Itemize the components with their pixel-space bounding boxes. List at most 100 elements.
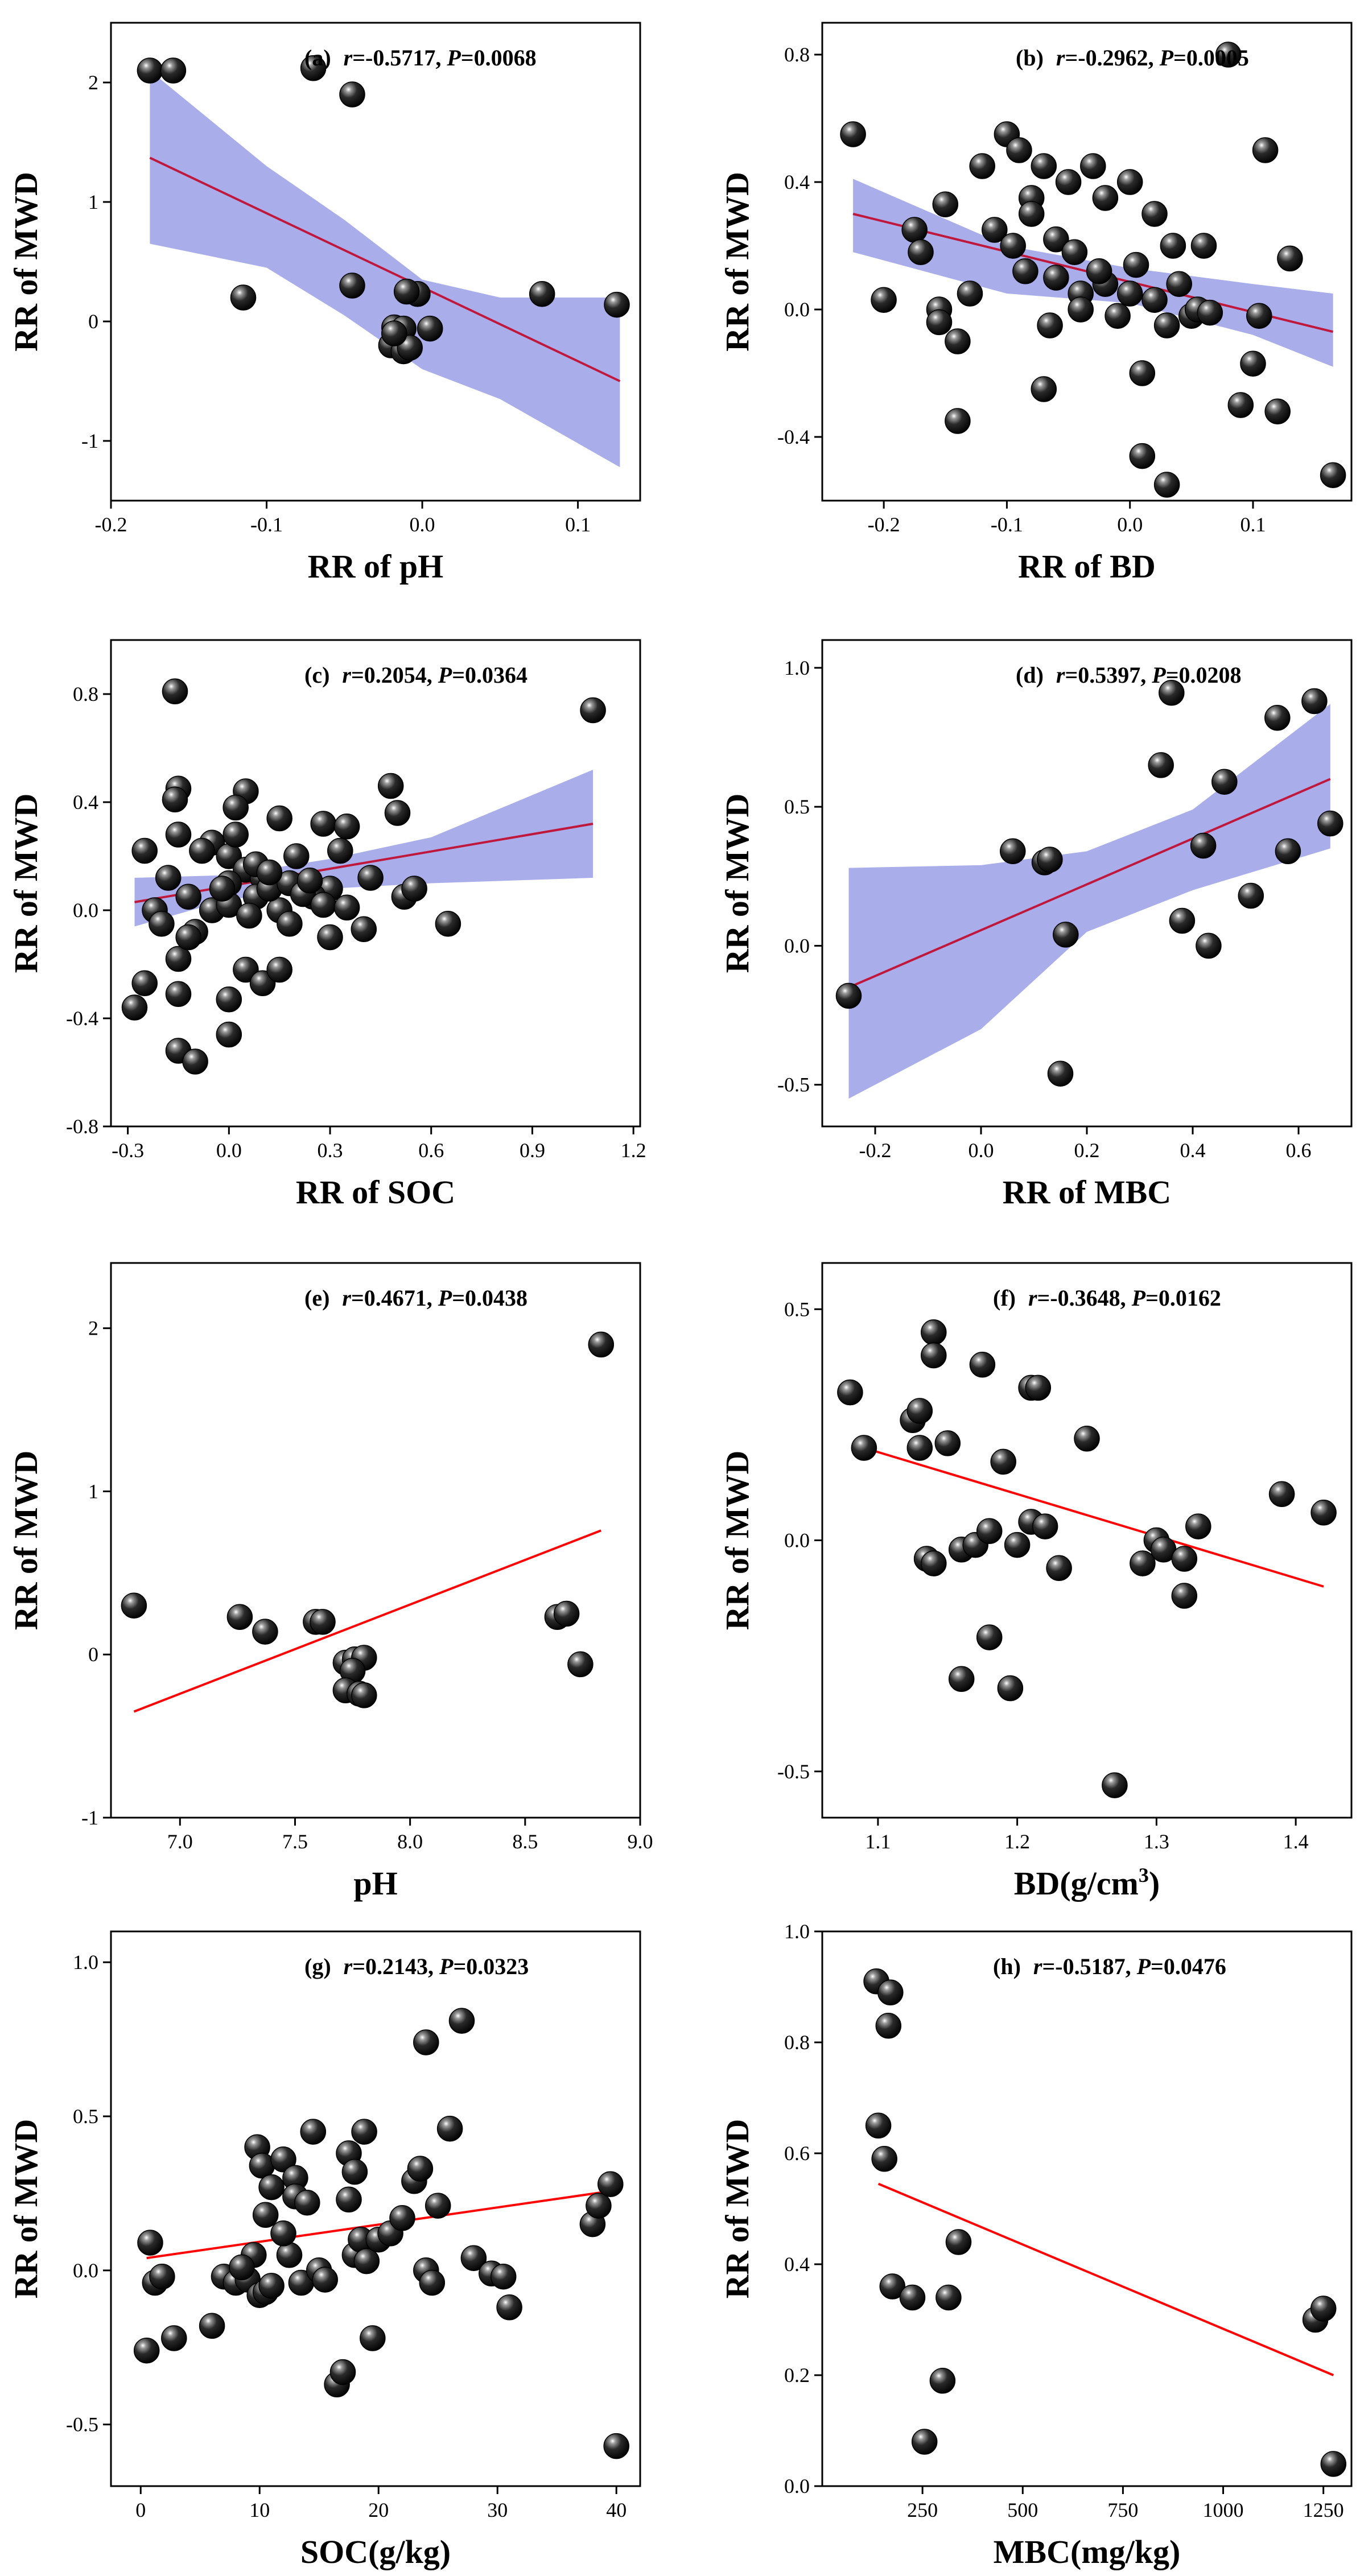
chart-c-annotation-r: 0.2054 (364, 662, 427, 688)
chart-c-x-tick-label: 0.6 (418, 1139, 444, 1162)
chart-h-y-tick-label: 0.0 (784, 2475, 810, 2497)
chart-f-annotation-label: (f) (993, 1285, 1016, 1311)
chart-e-y-tick-label: 0 (88, 1643, 98, 1666)
chart-f-point (1025, 1374, 1052, 1401)
chart-c-point (222, 821, 249, 848)
chart-b-x-tick-label: -0.1 (991, 513, 1023, 536)
chart-g-plot-area (133, 2008, 629, 2459)
chart-c-x-axis-label: RR of SOC (296, 1174, 455, 1211)
chart-f-point (969, 1352, 996, 1378)
chart-f-point (1074, 1426, 1100, 1452)
chart-c-frame (110, 639, 641, 1128)
chart-a-x-axis-label: RR of pH (308, 548, 443, 585)
chart-b-point (945, 408, 971, 434)
chart-d-point (1148, 752, 1174, 778)
chart-g-x-tick-label: 40 (606, 2499, 627, 2521)
chart-f-y-tick-label: 0.5 (784, 1298, 810, 1320)
chart-c-point (310, 811, 336, 837)
chart-b-annotation-label: (b) (1016, 45, 1044, 71)
chart-f-point (1171, 1583, 1198, 1609)
chart-c-point (165, 821, 192, 848)
chart-f-point (906, 1398, 933, 1424)
chart-g-point (133, 2337, 160, 2364)
chart-d-annotation-eq2: = (1166, 662, 1179, 688)
chart-b-annotation-eq1: = (1065, 45, 1078, 71)
chart-h-point (945, 2229, 972, 2255)
chart-c-point (209, 876, 236, 902)
chart-g-point (258, 2174, 285, 2201)
chart-b-point (957, 280, 983, 307)
chart-c-x-tick-label: 0.9 (520, 1139, 545, 1162)
chart-c-point (121, 994, 148, 1021)
chart-h-x-tick-label: 1000 (1203, 2499, 1244, 2521)
chart-c-annotation-comma: , (427, 662, 438, 688)
chart-g-annotation-comma: , (428, 1954, 439, 1979)
chart-g-y-tick-label: 1.0 (73, 1951, 98, 1974)
chart-g-point (294, 2189, 320, 2216)
chart-c-x-tick-label: 0.0 (216, 1139, 242, 1162)
chart-e-annotation-p: 0.0438 (465, 1285, 527, 1311)
chart-c-y-tick-label: -0.4 (66, 1007, 98, 1030)
chart-d-point (1301, 688, 1328, 715)
chart-d-x-axis-label: RR of MBC (1003, 1174, 1171, 1211)
chart-b-point (1012, 258, 1038, 284)
chart-b-annotation-r-sym: r (1056, 45, 1065, 71)
chart-c-annotation: (c) r=0.2054, P=0.0364 (304, 662, 527, 688)
chart-b-point (1190, 233, 1217, 259)
chart-a-frame (110, 22, 641, 502)
chart-b-point (1129, 443, 1156, 469)
chart-b-point (1153, 472, 1180, 498)
chart-g-y-tick-label: 0.0 (73, 2259, 98, 2282)
chart-c-point (162, 786, 188, 813)
chart-f-point (921, 1550, 947, 1576)
chart-b-y-tick-label: 0.0 (784, 298, 810, 321)
chart-d-fit-line (848, 778, 1331, 989)
chart-f-point (997, 1675, 1024, 1702)
chart-d-annotation-label: (d) (1016, 662, 1044, 688)
chart-d-annotation-r: 0.5397 (1078, 662, 1140, 688)
chart-d-confidence-band (848, 704, 1330, 1099)
chart-h-x-tick-label: 1250 (1303, 2499, 1344, 2521)
chart-h-x-axis-label-text: MBC(mg/kg) (994, 2533, 1181, 2570)
chart-g-point (419, 2269, 446, 2296)
chart-d-point (835, 982, 862, 1009)
chart-c-point (165, 946, 192, 972)
chart-f-annotation-r-sym: r (1028, 1285, 1037, 1311)
chart-b-point (1105, 303, 1131, 329)
chart-g-point (436, 2115, 463, 2142)
chart-a-annotation-r: -0.5717 (365, 45, 435, 71)
chart-c-panel: -0.3 0.0 0.3 0.6 0.9 1.2 -0.8 -0.4 0.0 0.4 0.8 RR o… (7, 639, 646, 1211)
chart-b-point (1246, 303, 1272, 329)
chart-c-x-tick-label: 1.2 (621, 1139, 646, 1162)
chart-b-annotation-comma: , (1148, 45, 1160, 71)
chart-c-point (222, 794, 249, 821)
chart-a-x-axis-label-text: RR of pH (308, 548, 443, 585)
chart-b-point (969, 153, 995, 179)
chart-f-point (921, 1319, 947, 1345)
chart-c-annotation-p: 0.0364 (465, 662, 527, 688)
chart-d-y-tick-label: -0.5 (777, 1074, 810, 1096)
chart-f-x-tick-label: 1.4 (1283, 1830, 1309, 1853)
chart-e-x-axis-label: pH (353, 1865, 397, 1902)
chart-b-point (1153, 312, 1180, 338)
chart-b-plot-area (840, 42, 1346, 498)
chart-e-x-tick-label: 7.0 (167, 1830, 193, 1853)
chart-g-point (149, 2263, 175, 2290)
chart-b-y-tick-label: 0.8 (784, 43, 810, 66)
chart-c-y-tick-label: 0.8 (73, 683, 98, 705)
chart-d-x-tick-label: -0.2 (859, 1139, 892, 1162)
chart-h-frame (821, 1930, 1353, 2487)
chart-b-point (1252, 137, 1279, 163)
chart-d-point (1196, 932, 1222, 959)
chart-f-plot-area (837, 1319, 1337, 1798)
chart-c-annotation-eq2: = (452, 662, 465, 688)
chart-g-point (490, 2263, 517, 2290)
chart-a-x-tick-label: -0.2 (95, 513, 127, 536)
chart-g-point (336, 2186, 362, 2213)
chart-g-frame (110, 1930, 641, 2487)
chart-b-point (1092, 185, 1119, 211)
chart-d-x-tick-label: 0.2 (1074, 1139, 1100, 1162)
chart-c-point (327, 837, 353, 864)
